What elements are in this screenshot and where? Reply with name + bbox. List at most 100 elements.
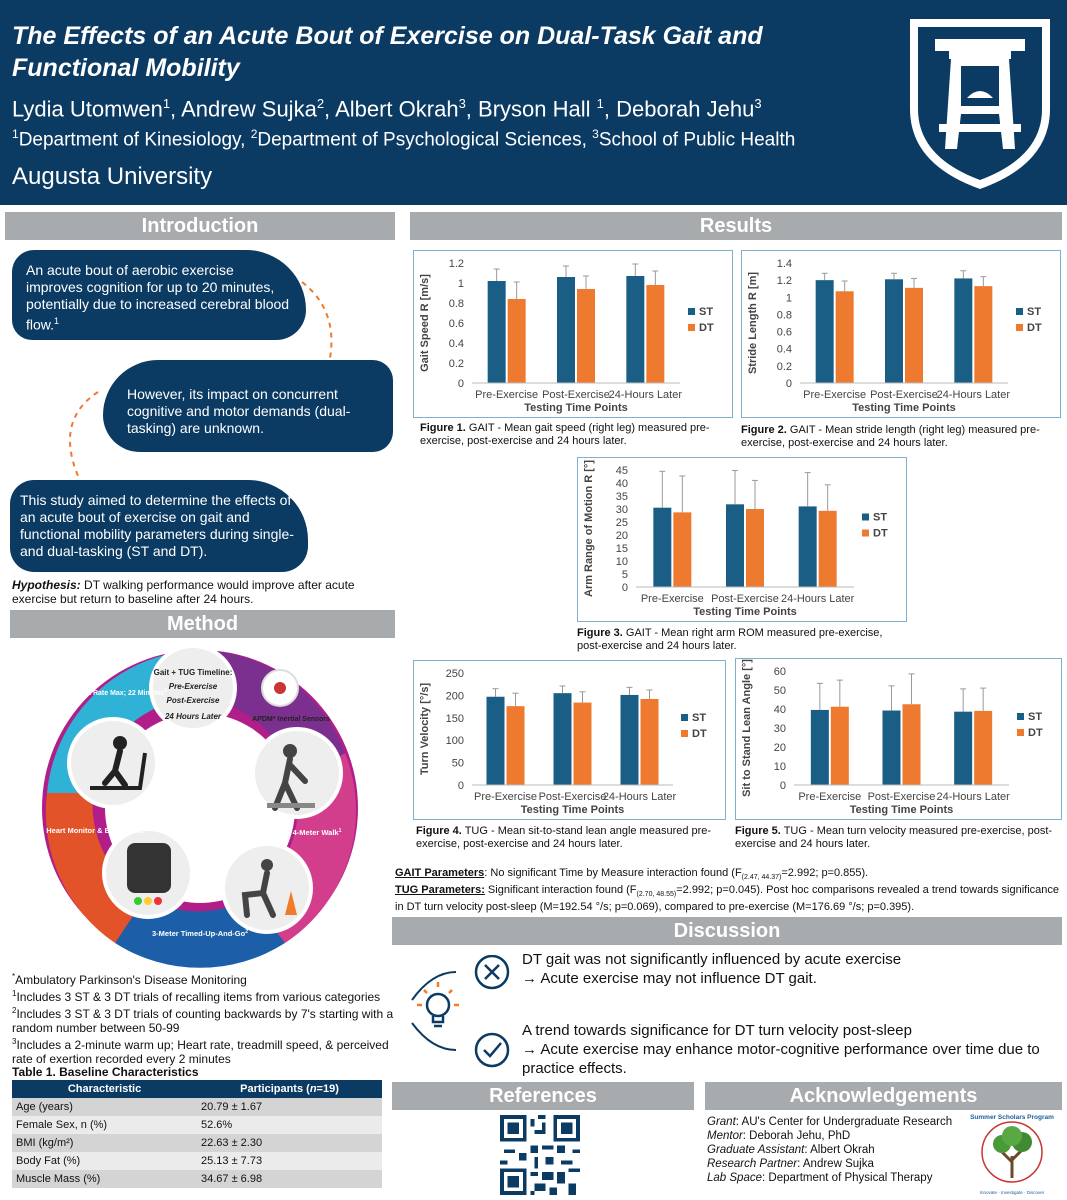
legend-swatch: [681, 730, 688, 737]
bar-dt: [746, 509, 764, 587]
bar-st: [885, 279, 903, 383]
figure4-box: 0 50 100 150 200 250 Turn Velocity [°/s] Pre-Ex…: [413, 660, 726, 820]
ack-line: Research Partner: Andrew Sujka: [707, 1158, 874, 1170]
table-row: Age (years) 20.79 ± 1.67: [12, 1098, 382, 1116]
y-tick-label: 200: [446, 690, 464, 702]
logo-bottom-text: Innovate · Investigate · Discover: [980, 1190, 1045, 1195]
x-axis-label: Testing Time Points: [850, 804, 954, 816]
method-cycle-diagram: Gait + TUG Timeline: Pre-Exercise Post-E…: [42, 644, 358, 968]
y-tick-label: 1.2: [777, 275, 792, 287]
intro-bubble-2: However, its impact on concurrent cognit…: [103, 360, 393, 452]
stride-length-chart: 0 0.2 0.4 0.6 0.8 1 1.2 1.4 Stride Length R [m] P…: [747, 258, 1042, 414]
author-name: Albert Okrah: [335, 96, 459, 122]
y-tick-label: 150: [446, 713, 464, 725]
author-name: Andrew Sujka: [181, 96, 317, 122]
intro-connector-lines: [69, 281, 333, 477]
bar-st: [815, 280, 834, 383]
y-tick-label: 0.2: [777, 361, 792, 373]
footnote: *Ambulatory Parkinson's Disease Monitori…: [12, 972, 247, 987]
ack-line: Graduate Assistant: Albert Okrah: [707, 1144, 875, 1156]
legend-label: ST: [692, 712, 706, 724]
legend-label: DT: [692, 728, 707, 740]
author-list: Lydia Utomwen1, Andrew Sujka2, Albert Ok…: [12, 96, 762, 122]
x-tick-label: Post-Exercise: [868, 791, 936, 803]
hypothesis: Hypothesis: DT walking performance would…: [12, 578, 355, 606]
x-tick-label: 24-Hours Later: [936, 791, 1010, 803]
figure3-caption: Figure 3. GAIT - Mean right arm ROM meas…: [577, 627, 883, 652]
y-tick-label: 0.4: [449, 338, 464, 350]
y-tick-label: 40: [774, 704, 786, 716]
x-tick-label: Post-Exercise: [870, 389, 938, 401]
bar-dt: [974, 710, 993, 785]
legend-swatch: [862, 513, 869, 521]
lean-angle-chart: 0 10 20 30 40 50 60 Sit to Stand Lean Angle [°]…: [741, 659, 1043, 816]
y-tick-label: 0.6: [449, 318, 464, 330]
y-tick-label: 10: [616, 556, 628, 568]
y-tick-label: 1: [786, 292, 792, 304]
table1-col-characteristic: Characteristic: [12, 1080, 197, 1098]
summer-scholars-logo-icon: Summer Scholars Program Innovate · Inves…: [970, 1114, 1054, 1195]
bar-st: [620, 694, 639, 785]
y-tick-label: 30: [616, 504, 628, 516]
footnote: 1Includes 3 ST & 3 DT trials of recallin…: [12, 989, 381, 1004]
x-axis-label: Testing Time Points: [521, 804, 625, 816]
x-tick-label: 24-Hours Later: [781, 593, 855, 605]
table-row: Muscle Mass (%) 34.67 ± 6.98: [12, 1170, 382, 1188]
x-tick-label: Post-Exercise: [542, 389, 610, 401]
y-tick-label: 0: [458, 378, 464, 390]
stats-summary: GAIT Parameters: No significant Time by …: [395, 867, 1060, 914]
y-axis-label: Arm Range of Motion R [°]: [583, 460, 595, 597]
y-tick-label: 25: [616, 517, 628, 529]
intro-bubble-3: This study aimed to determine the effect…: [10, 480, 308, 572]
bar-st: [626, 276, 645, 383]
logo-top-text: Summer Scholars Program: [970, 1114, 1054, 1121]
y-tick-label: 1.2: [449, 258, 464, 270]
x-tick-label: Post-Exercise: [539, 791, 607, 803]
x-tick-label: Post-Exercise: [711, 593, 779, 605]
bar-dt: [818, 510, 837, 587]
bar-st: [810, 709, 829, 785]
figure4-caption: Figure 4. TUG - Mean sit-to-stand lean a…: [416, 825, 712, 850]
y-tick-label: 100: [446, 735, 464, 747]
acknowledgement-list: Grant: AU's Center for Undergraduate Res…: [707, 1115, 962, 1185]
figure3-box: 0 5 10 15 20 25 30 35 40 45 Arm Range of Motion R …: [577, 457, 907, 622]
bar-st: [487, 281, 506, 383]
y-tick-label: 250: [446, 668, 464, 680]
legend-swatch: [1016, 308, 1023, 315]
author-name: Bryson Hall: [478, 96, 597, 122]
department-name: School of Public Health: [598, 129, 796, 151]
bar-st: [653, 507, 672, 587]
y-tick-label: 0.8: [449, 298, 464, 310]
method-heading: Method: [10, 610, 395, 638]
x-tick-label: Pre-Exercise: [803, 389, 866, 401]
y-tick-label: 0.2: [449, 358, 464, 370]
heart-rate-label: 55-65% Heart Rate Max; 22 Minutes3: [47, 688, 167, 697]
table1-col-participants: Participants (n=19): [197, 1080, 382, 1098]
footnote: 3Includes a 2-minute warm up; Heart rate…: [12, 1037, 389, 1066]
augusta-shield-logo-icon: [910, 19, 1050, 189]
y-tick-label: 0.4: [777, 344, 792, 356]
walk-label: 4-Meter Walk1: [293, 828, 342, 837]
y-tick-label: 0.6: [777, 327, 792, 339]
bar-dt: [974, 286, 993, 383]
poster-header: The Effects of an Acute Bout of Exercise…: [0, 0, 1067, 205]
bar-st: [798, 506, 817, 587]
results-heading: Results: [410, 212, 1062, 240]
x-axis-label: Testing Time Points: [524, 402, 628, 414]
apdm-label: APDM* Inertial Sensors: [252, 716, 330, 723]
qr-code-icon[interactable]: [500, 1115, 580, 1195]
y-tick-label: 35: [616, 491, 628, 503]
y-tick-label: 10: [774, 761, 786, 773]
lightbulb-icon: [411, 955, 510, 1068]
table1-title: Table 1. Baseline Characteristics: [12, 1065, 199, 1079]
y-tick-label: 45: [616, 465, 628, 477]
figure1-caption: Figure 1. GAIT - Mean gait speed (right …: [420, 422, 710, 447]
y-tick-label: 20: [774, 742, 786, 754]
y-tick-label: 0.8: [777, 309, 792, 321]
bar-st: [882, 710, 901, 785]
timeline-title: Gait + TUG Timeline:: [154, 668, 233, 677]
acknowledgements-heading: Acknowledgements: [705, 1082, 1062, 1110]
tug-stats: TUG Parameters: Significant interaction …: [395, 884, 1060, 914]
figure2-box: 0 0.2 0.4 0.6 0.8 1 1.2 1.4 Stride Length R [m] P…: [741, 250, 1061, 418]
